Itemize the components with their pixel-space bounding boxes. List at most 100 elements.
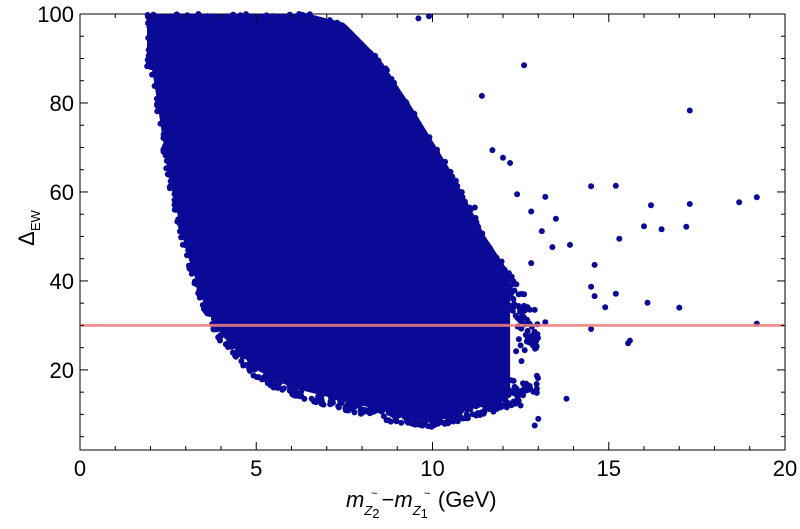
scatter-point bbox=[504, 302, 511, 308]
scatter-point bbox=[228, 343, 235, 350]
scatter-point bbox=[226, 34, 233, 41]
scatter-point bbox=[375, 150, 382, 157]
scatter-point bbox=[365, 68, 372, 75]
scatter-point bbox=[177, 28, 184, 35]
scatter-point bbox=[531, 306, 538, 313]
scatter-point bbox=[249, 359, 256, 366]
svg-text:mZ2−mZ1(GeV): mZ2−mZ1(GeV) bbox=[346, 487, 497, 521]
scatter-point bbox=[187, 236, 194, 243]
scatter-point bbox=[147, 58, 154, 65]
scatter-point bbox=[435, 198, 442, 205]
scatter-point bbox=[144, 12, 151, 18]
scatter-point bbox=[467, 240, 474, 247]
scatter-point bbox=[266, 355, 273, 361]
scatter-point bbox=[533, 389, 540, 396]
scatter-point bbox=[208, 39, 215, 46]
scatter-point bbox=[304, 18, 311, 25]
scatter-point bbox=[522, 383, 529, 390]
scatter-point bbox=[220, 43, 227, 50]
scatter-point bbox=[513, 348, 520, 355]
scatter-point bbox=[191, 179, 198, 186]
scatter-point bbox=[249, 270, 256, 277]
scatter-point bbox=[207, 22, 214, 29]
density-cloud bbox=[144, 11, 541, 430]
scatter-point bbox=[533, 372, 540, 379]
y-axis-label-base: Δ bbox=[14, 231, 39, 246]
scatter-point bbox=[252, 345, 259, 352]
scatter-point bbox=[255, 14, 262, 20]
scatter-point bbox=[414, 388, 421, 395]
scatter-point bbox=[371, 61, 378, 68]
scatter-point bbox=[307, 27, 314, 33]
scatter-point bbox=[190, 255, 197, 262]
scatter-point bbox=[438, 163, 445, 170]
scatter-point bbox=[363, 407, 370, 414]
scatter-point bbox=[274, 45, 281, 52]
scatter-point bbox=[484, 264, 491, 271]
scatter-point bbox=[255, 178, 262, 185]
scatter-point bbox=[402, 115, 409, 122]
scatter-point bbox=[168, 145, 175, 152]
scatter-point bbox=[166, 44, 173, 51]
scatter-point bbox=[507, 275, 514, 282]
scatter-point bbox=[149, 30, 156, 37]
scatter-point bbox=[332, 267, 339, 274]
scatter-point bbox=[381, 90, 388, 97]
scatter-point bbox=[416, 222, 423, 229]
scatter-point bbox=[171, 191, 178, 198]
scatter-point bbox=[167, 35, 174, 41]
scatter-point bbox=[736, 199, 743, 206]
scatter-point bbox=[409, 129, 416, 136]
scatter-point bbox=[279, 26, 286, 33]
scatter-point bbox=[481, 337, 487, 344]
scatter-point bbox=[156, 39, 163, 46]
scatter-point bbox=[188, 212, 195, 219]
scatter-point bbox=[444, 194, 451, 201]
scatter-point bbox=[357, 173, 364, 180]
scatter-point bbox=[350, 394, 357, 401]
scatter-point bbox=[531, 331, 538, 338]
scatter-point bbox=[224, 333, 231, 340]
scatter-point bbox=[342, 26, 349, 33]
scatter-point bbox=[456, 203, 463, 210]
scatter-point bbox=[421, 170, 428, 177]
scatter-point bbox=[261, 376, 268, 383]
scatter-point bbox=[428, 401, 435, 408]
scatter-point bbox=[591, 261, 598, 268]
scatter-point bbox=[753, 194, 760, 201]
scatter-point bbox=[472, 230, 479, 237]
scatter-point bbox=[173, 12, 180, 19]
scatter-point bbox=[265, 369, 272, 376]
scatter-point bbox=[183, 242, 190, 249]
scatter-point bbox=[461, 206, 468, 213]
scatter-point bbox=[218, 333, 224, 339]
scatter-point bbox=[398, 107, 405, 114]
scatter-point bbox=[300, 115, 307, 122]
scatter-point bbox=[265, 294, 272, 301]
y-tick-label: 20 bbox=[50, 358, 74, 383]
scatter-point bbox=[495, 274, 502, 281]
scatter-point bbox=[504, 290, 511, 297]
scatter-point bbox=[382, 65, 389, 72]
scatter-point bbox=[415, 15, 422, 22]
scatter-point bbox=[288, 36, 295, 43]
scatter-point bbox=[489, 298, 496, 304]
scatter-point bbox=[323, 134, 330, 141]
scatter-point bbox=[648, 202, 654, 209]
scatter-point bbox=[514, 191, 521, 198]
scatter-point bbox=[495, 391, 502, 398]
scatter-point bbox=[292, 115, 299, 122]
scatter-point bbox=[474, 251, 481, 258]
scatter-point bbox=[454, 211, 461, 218]
x-label-z2: Z bbox=[363, 503, 373, 518]
scatter-point bbox=[416, 267, 423, 273]
scatter-point bbox=[509, 307, 516, 314]
scatter-point bbox=[237, 15, 244, 22]
scatter-point bbox=[335, 40, 341, 47]
scatter-point bbox=[418, 421, 425, 428]
scatter-point bbox=[356, 303, 363, 310]
scatter-point bbox=[171, 197, 178, 204]
scatter-point bbox=[210, 315, 217, 322]
scatter-point bbox=[156, 65, 163, 72]
scatter-point bbox=[459, 194, 466, 200]
